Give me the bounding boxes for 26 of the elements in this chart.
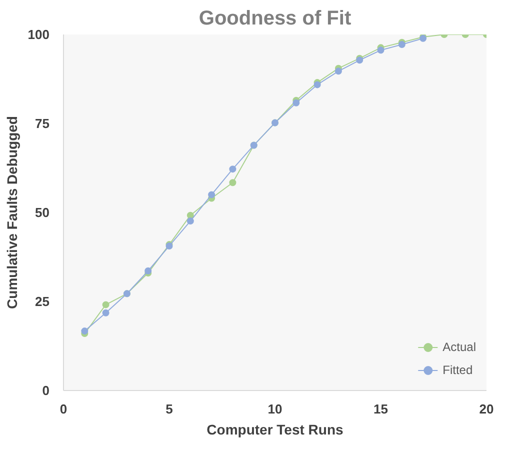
x-axis-title: Computer Test Runs xyxy=(206,422,344,438)
y-tick-label: 50 xyxy=(35,205,50,220)
point xyxy=(102,301,110,308)
point xyxy=(334,68,342,75)
y-tick-label: 0 xyxy=(42,383,50,398)
point xyxy=(292,99,300,106)
x-tick-label: 5 xyxy=(166,402,173,416)
chart-title: Goodness of Fit xyxy=(198,8,352,30)
legend-label: Fitted xyxy=(442,363,473,377)
point xyxy=(208,191,216,198)
x-tick-label: 20 xyxy=(479,402,494,416)
point xyxy=(186,218,194,225)
legend-label: Actual xyxy=(442,340,476,354)
x-tick-label: 0 xyxy=(60,402,68,416)
y-tick-label: 75 xyxy=(35,116,50,131)
x-tick-label: 10 xyxy=(268,402,282,416)
point xyxy=(144,267,152,274)
y-tick-label: 25 xyxy=(35,294,50,309)
y-axis-title: Cumulative Faults Debugged xyxy=(4,116,20,309)
point xyxy=(81,328,88,335)
point xyxy=(377,46,384,54)
point xyxy=(102,309,110,316)
point xyxy=(229,166,236,173)
x-tick-label: 15 xyxy=(374,402,388,416)
y-tick-label: 100 xyxy=(28,27,50,42)
point xyxy=(229,179,236,186)
